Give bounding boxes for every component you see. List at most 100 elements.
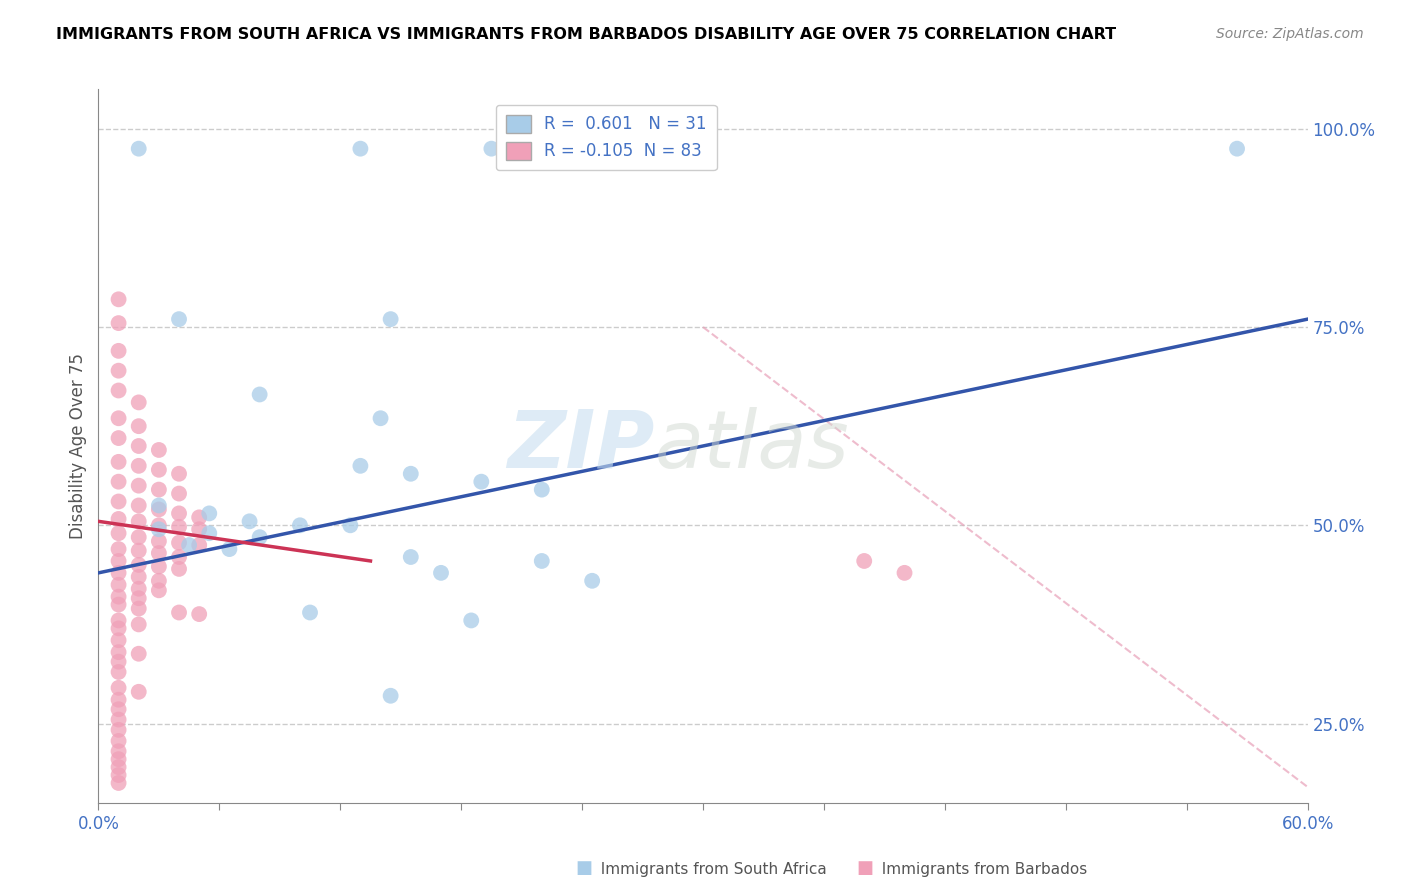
Point — [107, 526, 129, 541]
Point — [148, 534, 170, 549]
Point — [107, 723, 129, 737]
Point — [148, 499, 170, 513]
Point — [177, 538, 201, 552]
Point — [148, 502, 170, 516]
Point — [198, 507, 221, 521]
Point — [530, 483, 553, 497]
Point — [399, 549, 422, 564]
Legend: R =  0.601   N = 31, R = -0.105  N = 83: R = 0.601 N = 31, R = -0.105 N = 83 — [496, 104, 717, 170]
Point — [148, 463, 170, 477]
Point — [380, 689, 402, 703]
Point — [107, 554, 129, 568]
Point — [128, 543, 150, 558]
Point — [148, 522, 170, 536]
Point — [148, 559, 170, 574]
Point — [288, 518, 311, 533]
Point — [188, 538, 211, 552]
Point — [148, 442, 170, 457]
Point — [430, 566, 453, 580]
Point — [107, 542, 129, 557]
Point — [128, 685, 150, 699]
Point — [299, 606, 322, 620]
Point — [349, 458, 371, 473]
Point — [128, 142, 150, 156]
Point — [399, 467, 422, 481]
Point — [128, 478, 150, 492]
Point — [167, 535, 190, 549]
Point — [107, 364, 129, 378]
Point — [148, 518, 170, 533]
Text: Immigrants from Barbados: Immigrants from Barbados — [872, 863, 1087, 877]
Point — [1226, 142, 1249, 156]
Point — [128, 499, 150, 513]
Point — [167, 467, 190, 481]
Point — [148, 483, 170, 497]
Point — [893, 566, 915, 580]
Point — [470, 475, 492, 489]
Point — [128, 395, 150, 409]
Point — [107, 293, 129, 307]
Point — [107, 411, 129, 425]
Point — [107, 702, 129, 716]
Point — [128, 582, 150, 596]
Point — [107, 590, 129, 604]
Point — [107, 455, 129, 469]
Point — [167, 520, 190, 534]
Point — [128, 530, 150, 544]
Point — [188, 607, 211, 621]
Point — [148, 574, 170, 588]
Point — [107, 681, 129, 695]
Point — [339, 518, 361, 533]
Point — [128, 647, 150, 661]
Point — [107, 768, 129, 782]
Point — [107, 578, 129, 592]
Point — [370, 411, 392, 425]
Point — [128, 458, 150, 473]
Text: ■: ■ — [575, 859, 592, 877]
Point — [128, 617, 150, 632]
Point — [380, 312, 402, 326]
Point — [188, 522, 211, 536]
Point — [107, 692, 129, 706]
Point — [107, 614, 129, 628]
Point — [188, 510, 211, 524]
Point — [107, 633, 129, 648]
Point — [249, 387, 271, 401]
Point — [128, 570, 150, 584]
Point — [107, 713, 129, 727]
Point — [218, 542, 240, 557]
Point — [107, 566, 129, 580]
Point — [128, 419, 150, 434]
Point — [148, 546, 170, 560]
Point — [107, 431, 129, 445]
Point — [167, 606, 190, 620]
Point — [349, 142, 371, 156]
Point — [107, 598, 129, 612]
Point — [481, 142, 503, 156]
Point — [107, 665, 129, 679]
Point — [107, 343, 129, 358]
Point — [107, 744, 129, 758]
Point — [167, 549, 190, 564]
Point — [167, 562, 190, 576]
Point — [460, 614, 482, 628]
Point — [167, 486, 190, 500]
Point — [107, 512, 129, 526]
Point — [107, 316, 129, 330]
Point — [148, 583, 170, 598]
Point — [239, 514, 262, 528]
Text: Immigrants from South Africa: Immigrants from South Africa — [591, 863, 827, 877]
Point — [107, 734, 129, 748]
Point — [249, 530, 271, 544]
Point — [107, 621, 129, 635]
Point — [107, 655, 129, 669]
Point — [107, 645, 129, 659]
Point — [167, 507, 190, 521]
Y-axis label: Disability Age Over 75: Disability Age Over 75 — [69, 353, 87, 539]
Point — [107, 752, 129, 766]
Point — [128, 601, 150, 615]
Point — [128, 558, 150, 572]
Text: IMMIGRANTS FROM SOUTH AFRICA VS IMMIGRANTS FROM BARBADOS DISABILITY AGE OVER 75 : IMMIGRANTS FROM SOUTH AFRICA VS IMMIGRAN… — [56, 27, 1116, 42]
Text: ■: ■ — [856, 859, 873, 877]
Text: Source: ZipAtlas.com: Source: ZipAtlas.com — [1216, 27, 1364, 41]
